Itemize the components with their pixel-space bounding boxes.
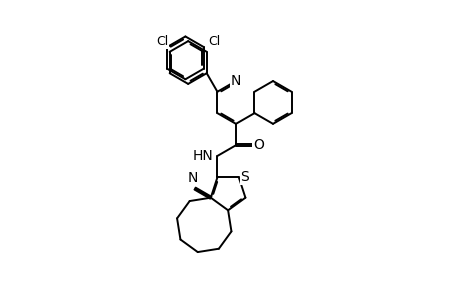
Text: S: S [240,170,248,184]
Text: N: N [230,74,241,88]
Text: HN: HN [192,149,213,163]
Text: Cl: Cl [208,35,220,48]
Text: N: N [187,171,197,185]
Text: O: O [252,138,263,152]
Text: Cl: Cl [156,35,168,48]
